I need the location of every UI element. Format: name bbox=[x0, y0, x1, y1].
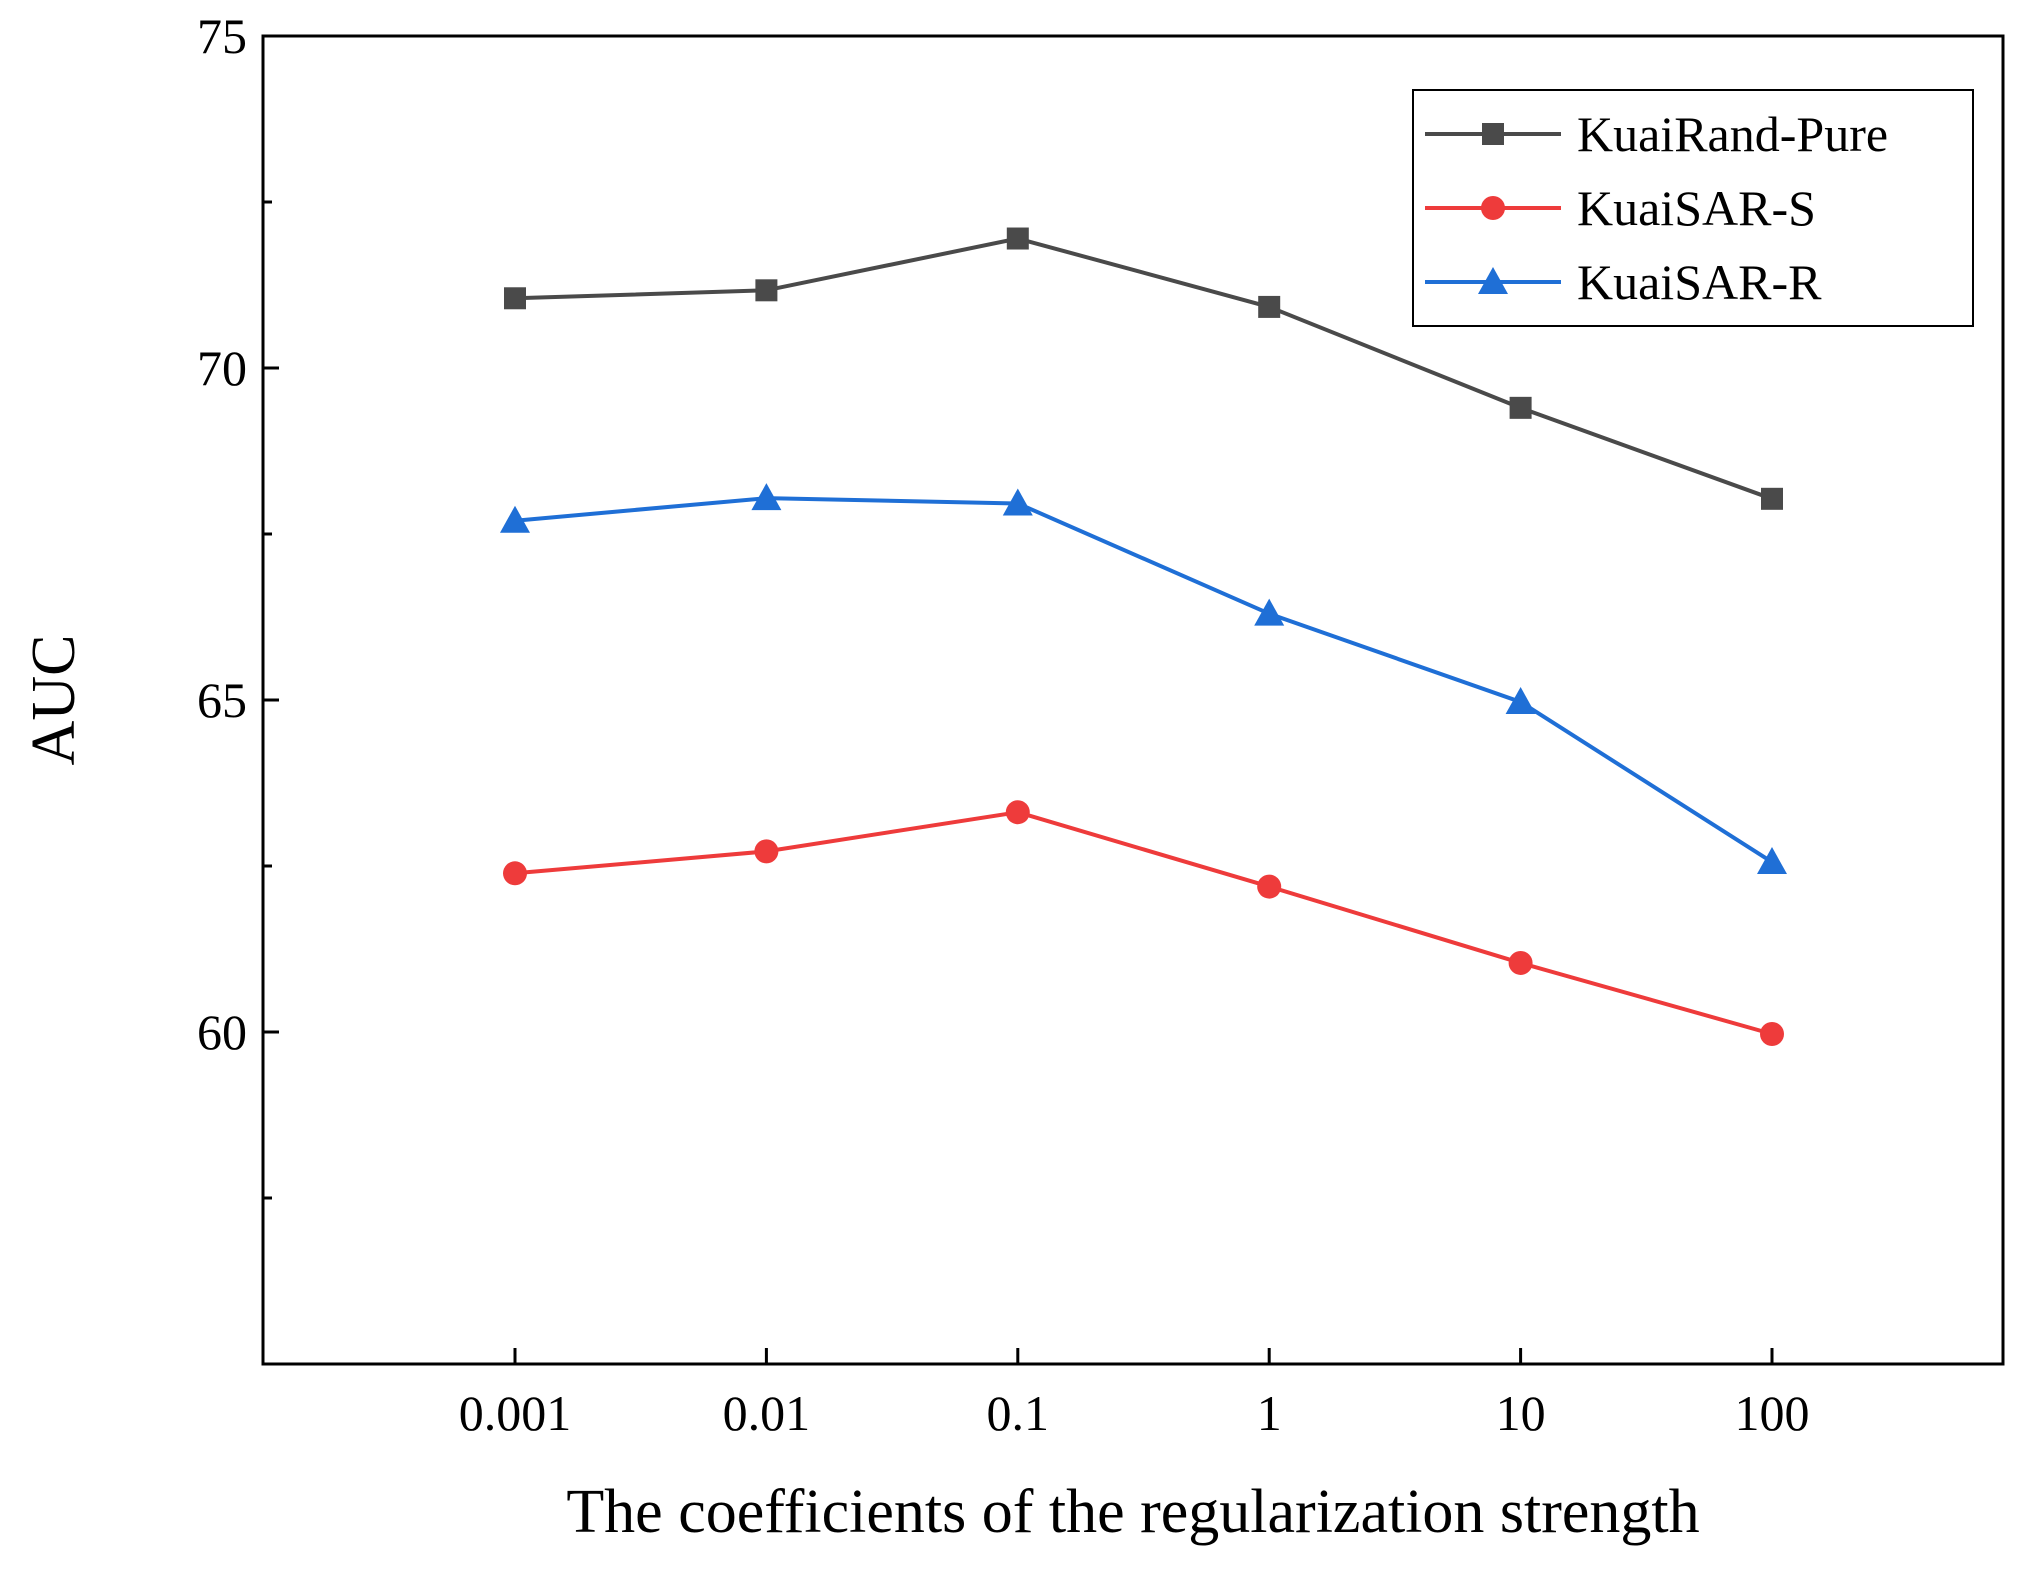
data-point bbox=[1760, 1021, 1784, 1046]
legend-marker bbox=[1481, 196, 1505, 220]
legend-item: KuaiSAR-S bbox=[1425, 180, 1816, 236]
data-point bbox=[1505, 686, 1536, 714]
data-point bbox=[1509, 396, 1532, 419]
series-line bbox=[514, 496, 1774, 864]
legend-label: KuaiSAR-S bbox=[1577, 180, 1816, 236]
data-point bbox=[1005, 800, 1030, 825]
y-tick-label: 60 bbox=[197, 1004, 247, 1060]
data-point bbox=[1257, 874, 1282, 899]
series-layer bbox=[500, 227, 1787, 1046]
x-axis: 0.001 0.01 0.1 1 10 100 bbox=[459, 1348, 1810, 1441]
x-tick-label: 1 bbox=[1257, 1385, 1282, 1441]
data-point bbox=[1757, 847, 1787, 875]
data-point bbox=[1258, 295, 1281, 318]
data-point bbox=[504, 287, 526, 310]
legend-marker bbox=[1482, 123, 1504, 145]
legend: KuaiRand-Pure KuaiSAR-S KuaiSAR-R bbox=[1412, 89, 1974, 327]
x-tick-label: 0.01 bbox=[723, 1385, 811, 1441]
data-point bbox=[1002, 488, 1033, 516]
data-point bbox=[1761, 487, 1783, 510]
y-axis: 60 65 70 75 bbox=[197, 8, 279, 1366]
data-point bbox=[503, 861, 527, 886]
x-tick-label: 100 bbox=[1735, 1385, 1810, 1441]
data-point bbox=[754, 839, 779, 864]
x-axis-title: The coefficients of the regularization s… bbox=[566, 1478, 1699, 1546]
data-point bbox=[1006, 227, 1029, 250]
data-point bbox=[500, 505, 530, 533]
series-kuairand-pure bbox=[504, 227, 1783, 510]
legend-item: KuaiSAR-R bbox=[1425, 254, 1822, 310]
x-tick-label: 0.1 bbox=[987, 1385, 1050, 1441]
data-point bbox=[751, 483, 782, 511]
legend-label: KuaiSAR-R bbox=[1577, 254, 1822, 310]
legend-label: KuaiRand-Pure bbox=[1577, 106, 1888, 162]
series-line bbox=[514, 236, 1773, 501]
data-point bbox=[1508, 950, 1533, 975]
x-tick-label: 0.001 bbox=[459, 1385, 572, 1441]
y-tick-label: 75 bbox=[197, 8, 247, 64]
y-tick-label: 65 bbox=[197, 672, 247, 728]
series-line bbox=[514, 810, 1773, 1036]
y-axis-title: AUC bbox=[20, 635, 88, 766]
data-point bbox=[755, 279, 778, 302]
x-tick-label: 10 bbox=[1496, 1385, 1546, 1441]
series-kuaisar-s bbox=[503, 800, 1784, 1046]
y-tick-label: 70 bbox=[197, 340, 247, 396]
legend-marker bbox=[1478, 267, 1508, 294]
data-point bbox=[1254, 598, 1285, 626]
series-kuaisar-r bbox=[500, 483, 1787, 875]
legend-item: KuaiRand-Pure bbox=[1425, 106, 1888, 162]
